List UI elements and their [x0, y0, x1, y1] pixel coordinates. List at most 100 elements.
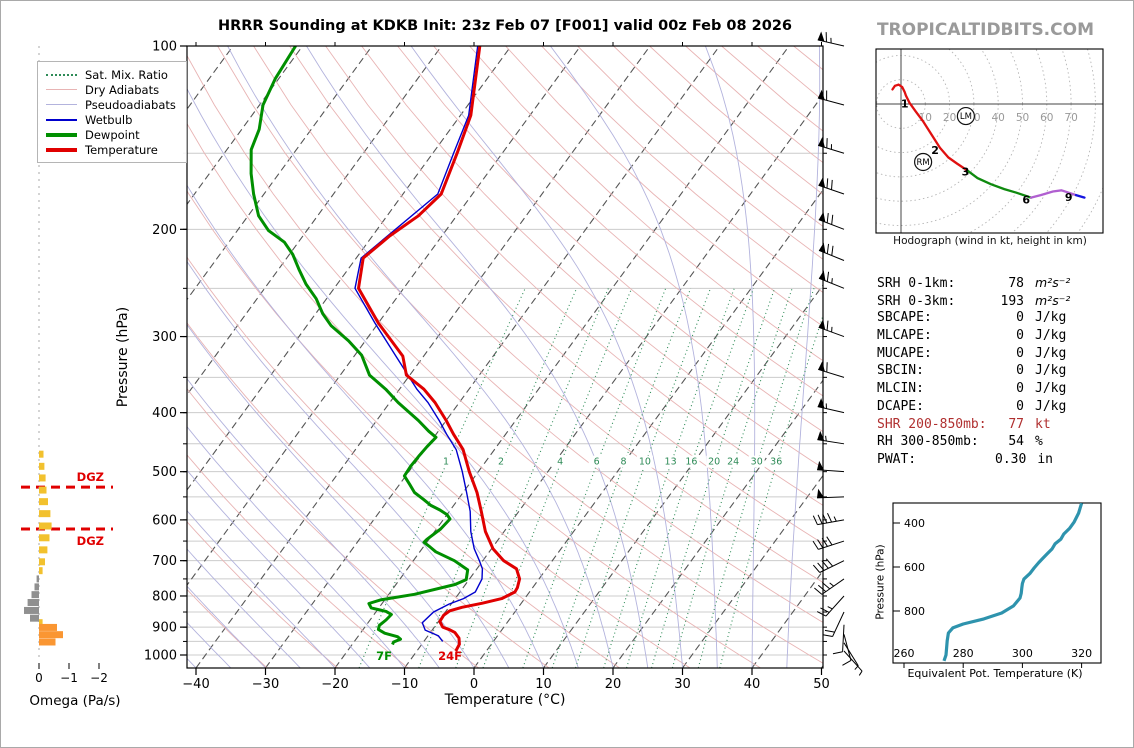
- legend-sample-line: [46, 147, 77, 152]
- watermark: TROPICALTIDBITS.COM: [876, 20, 1094, 40]
- stat-unit: J/kg: [1035, 381, 1067, 397]
- svg-text:0: 0: [470, 677, 478, 692]
- stat-value: 0: [1016, 345, 1024, 361]
- legend-item: Dry Adiabats: [46, 82, 176, 97]
- legend-item: Pseudoadiabats: [46, 97, 176, 112]
- stat-label: SBCIN:: [877, 363, 924, 379]
- svg-text:−40: −40: [182, 677, 209, 692]
- stat-unit: J/kg: [1035, 398, 1067, 414]
- stat-row: DCAPE: 0 J/kg: [877, 399, 1091, 417]
- wind-barb-column: [812, 31, 863, 676]
- surface-dewpoint-label: 7F: [376, 649, 392, 663]
- stat-value: 78: [1008, 276, 1024, 291]
- stat-row: SHR 200-850mb: 77 kt: [877, 417, 1091, 435]
- stat-label: SRH 0-1km:: [877, 276, 956, 291]
- svg-text:260: 260: [894, 647, 915, 660]
- stat-row: SRH 0-3km: 193 m²s⁻²: [877, 293, 1091, 311]
- legend-label: Wetbulb: [85, 112, 133, 127]
- surface-temperature-label: 24F: [438, 649, 462, 663]
- svg-text:10: 10: [535, 677, 552, 692]
- svg-text:40: 40: [744, 677, 761, 692]
- svg-text:−10: −10: [391, 677, 418, 692]
- legend-sample-line: [46, 104, 77, 105]
- stats-panel: SRH 0-1km: 78 m²s⁻² SRH 0-3km: 193 m²s⁻² SBCAP…: [877, 275, 1091, 470]
- stat-unit: %: [1035, 434, 1043, 450]
- stat-row: RH 300-850mb: 54%: [877, 434, 1091, 452]
- theta-e-curve: [942, 503, 1084, 662]
- wetbulb-curve: [354, 46, 484, 642]
- svg-text:6: 6: [594, 457, 600, 468]
- svg-text:500: 500: [152, 465, 177, 480]
- legend-sample-line: [46, 89, 77, 90]
- svg-text:1: 1: [443, 457, 449, 468]
- stat-unit: in: [1037, 451, 1053, 467]
- hodograph-plot: 1020304050607012369LMRM: [876, 49, 1103, 233]
- stat-value: 0: [1016, 381, 1024, 397]
- stat-row: SBCIN: 0 J/kg: [877, 363, 1091, 381]
- svg-text:40: 40: [992, 112, 1005, 124]
- svg-text:70: 70: [1064, 112, 1077, 124]
- legend-sample-line: [46, 73, 77, 76]
- stat-label: SHR 200-850mb:: [877, 416, 987, 432]
- svg-text:400: 400: [904, 517, 925, 530]
- stat-label: PWAT:: [877, 451, 917, 467]
- svg-text:16: 16: [685, 457, 697, 468]
- svg-text:50: 50: [1016, 112, 1029, 124]
- stat-label: MUCAPE:: [877, 345, 932, 361]
- storm-motion-LM: LM: [960, 112, 972, 122]
- legend-label: Temperature: [85, 142, 158, 157]
- svg-text:4: 4: [557, 457, 563, 468]
- stat-row: MUCAPE: 0 J/kg: [877, 346, 1091, 364]
- stat-row: PWAT: 0.30 in: [877, 452, 1091, 470]
- stat-unit: m²s⁻²: [1035, 275, 1071, 290]
- stat-label: SRH 0-3km:: [877, 293, 956, 309]
- storm-motion-RM: RM: [916, 158, 929, 168]
- stat-label: RH 300-850mb:: [877, 434, 979, 450]
- svg-text:20: 20: [708, 457, 720, 468]
- svg-text:600: 600: [904, 561, 925, 574]
- stat-value: 0: [1016, 398, 1024, 414]
- stat-value: 193: [1000, 293, 1024, 309]
- stat-value: 0.30: [995, 451, 1027, 467]
- stat-label: SBCAPE:: [877, 310, 932, 326]
- hodo-height-label: 9: [1065, 191, 1073, 204]
- svg-text:−20: −20: [321, 677, 348, 692]
- svg-text:−2: −2: [90, 671, 108, 685]
- legend-item: Dewpoint: [46, 127, 176, 142]
- stat-row: SBCAPE: 0 J/kg: [877, 310, 1091, 328]
- figure-title: HRRR Sounding at KDKB Init: 23z Feb 07 […: [217, 18, 793, 34]
- legend-item: Temperature: [46, 142, 176, 157]
- stat-label: MLCIN:: [877, 381, 924, 397]
- hodo-height-label: 2: [931, 144, 939, 157]
- legend-box: Sat. Mix. Ratio Dry Adiabats Pseudoadiabat…: [37, 61, 187, 163]
- stat-value: 0: [1016, 328, 1024, 344]
- stat-value: 0: [1016, 310, 1024, 326]
- svg-text:60: 60: [1040, 112, 1053, 124]
- omega-bars: [24, 450, 63, 646]
- svg-text:800: 800: [152, 589, 177, 604]
- skewt-background: 1 2 4 6 8 10 13 16 20 24 30 36: [187, 46, 823, 668]
- svg-text:800: 800: [904, 605, 925, 618]
- legend-item: Wetbulb: [46, 112, 176, 127]
- stat-unit: J/kg: [1035, 328, 1067, 344]
- svg-text:50: 50: [813, 677, 830, 692]
- svg-text:36: 36: [770, 457, 782, 468]
- temperature-axis-label: Temperature (°C): [444, 692, 566, 708]
- legend-sample-line: [46, 118, 77, 121]
- dewpoint-curve: [249, 46, 470, 646]
- stat-row: SRH 0-1km: 78 m²s⁻²: [877, 275, 1091, 293]
- hodograph-trace-6-9km: [1029, 189, 1078, 199]
- svg-text:900: 900: [152, 621, 177, 636]
- svg-text:10: 10: [639, 457, 651, 468]
- svg-text:20: 20: [943, 112, 956, 124]
- svg-text:700: 700: [152, 554, 177, 569]
- svg-text:320: 320: [1071, 647, 1092, 660]
- hodo-height-label: 6: [1022, 194, 1030, 207]
- legend-sample-line: [46, 132, 77, 137]
- stat-unit: kt: [1035, 416, 1051, 432]
- stat-row: MLCIN: 0 J/kg: [877, 381, 1091, 399]
- thetae-pressure-label: Pressure (hPa): [874, 544, 887, 620]
- stat-value: 77: [1008, 416, 1024, 432]
- dgz-label: DGZ: [77, 470, 104, 484]
- stat-unit: J/kg: [1035, 363, 1067, 379]
